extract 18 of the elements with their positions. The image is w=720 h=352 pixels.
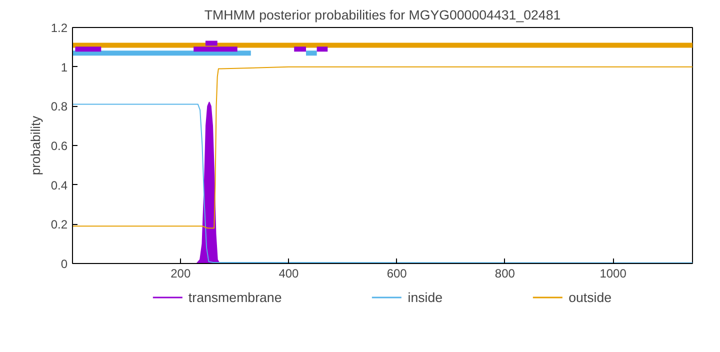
x-tick-label: 800	[494, 266, 516, 280]
y-tick-label: 0.2	[50, 218, 68, 232]
legend-label: transmembrane	[188, 290, 282, 304]
y-tick-label: 0.4	[50, 178, 68, 192]
y-tick-label: 1.2	[50, 21, 68, 35]
y-tick-label: 0	[60, 257, 68, 271]
y-tick-label: 0.6	[50, 139, 68, 153]
x-tick-label: 600	[386, 266, 408, 280]
chart-title: TMHMM posterior probabilities for MGYG000004431_02481	[204, 8, 561, 22]
y-tick-label: 1	[60, 60, 68, 74]
y-tick-label: 0.8	[50, 100, 68, 114]
y-axis-title: probability	[28, 115, 43, 176]
legend-label: inside	[408, 290, 443, 304]
x-tick-label: 1000	[600, 266, 627, 280]
x-tick-label: 400	[278, 266, 300, 280]
line-series	[72, 66, 692, 229]
legend-label: outside	[568, 290, 612, 304]
x-tick-label: 200	[170, 266, 191, 280]
